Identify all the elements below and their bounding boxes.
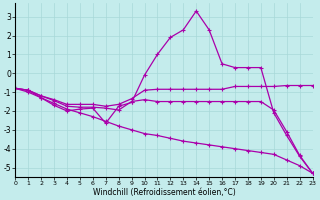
X-axis label: Windchill (Refroidissement éolien,°C): Windchill (Refroidissement éolien,°C)	[92, 188, 235, 197]
